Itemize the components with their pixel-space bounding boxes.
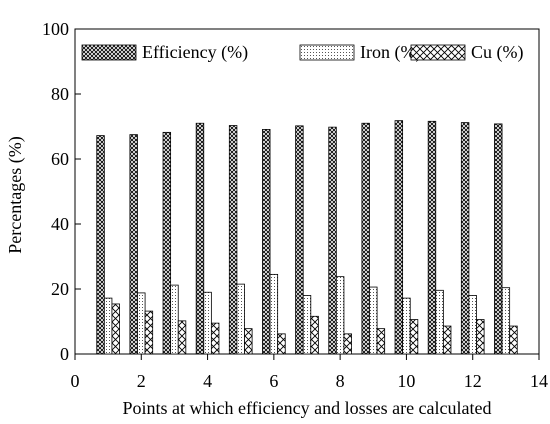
bar-iron-3 bbox=[170, 284, 179, 355]
bar-iron-12 bbox=[468, 295, 477, 355]
x-tick-label: 4 bbox=[203, 371, 212, 391]
y-tick-label: 60 bbox=[51, 149, 69, 169]
bar-cu-11 bbox=[442, 325, 452, 355]
bar-efficiency-3 bbox=[162, 131, 172, 355]
bar-cu-1 bbox=[111, 303, 120, 355]
bar-iron-8 bbox=[335, 276, 345, 355]
bar-efficiency-7 bbox=[295, 125, 304, 355]
bar-iron-1 bbox=[103, 297, 113, 355]
bar-efficiency-11 bbox=[427, 120, 437, 355]
legend-label-efficiency: Efficiency (%) bbox=[142, 42, 248, 63]
legend: Efficiency (%) Iron (%) Cu (%) bbox=[81, 42, 524, 63]
x-axis-title: Points at which efficiency and losses ar… bbox=[122, 398, 491, 418]
x-tick-label: 12 bbox=[464, 371, 482, 391]
bar-iron-11 bbox=[435, 289, 444, 355]
bar-cu-7 bbox=[310, 315, 319, 355]
bar-cu-8 bbox=[343, 333, 352, 355]
y-tick-label: 100 bbox=[42, 19, 69, 39]
bar-iron-5 bbox=[236, 283, 245, 355]
y-axis: 0 20 40 60 80 100 bbox=[42, 19, 81, 364]
bars-group bbox=[96, 120, 518, 355]
bar-iron-4 bbox=[203, 291, 212, 355]
bar-cu-5 bbox=[244, 328, 253, 355]
x-axis: 0 2 4 6 8 10 12 14 bbox=[71, 354, 548, 391]
y-tick-label: 20 bbox=[51, 279, 69, 299]
bar-efficiency-10 bbox=[394, 120, 404, 355]
x-tick-label: 2 bbox=[137, 371, 146, 391]
bar-iron-2 bbox=[137, 292, 146, 355]
bar-efficiency-1 bbox=[96, 135, 105, 355]
legend-label-cu: Cu (%) bbox=[471, 42, 524, 63]
bar-cu-9 bbox=[376, 328, 386, 355]
bar-iron-10 bbox=[402, 297, 411, 355]
y-tick-label: 80 bbox=[51, 84, 69, 104]
bar-efficiency-6 bbox=[262, 129, 271, 355]
bar-iron-7 bbox=[302, 295, 312, 355]
bar-efficiency-5 bbox=[228, 125, 238, 355]
bar-iron-6 bbox=[269, 273, 279, 355]
bar-efficiency-12 bbox=[460, 122, 470, 355]
bar-cu-2 bbox=[144, 310, 154, 355]
bar-efficiency-8 bbox=[328, 126, 337, 355]
y-axis-title: Percentages (%) bbox=[5, 136, 26, 253]
y-tick-label: 0 bbox=[60, 344, 69, 364]
bar-iron-13 bbox=[501, 287, 511, 355]
bar-cu-12 bbox=[476, 319, 485, 355]
legend-swatch-efficiency bbox=[81, 44, 137, 61]
x-tick-label: 8 bbox=[336, 371, 345, 391]
bar-cu-13 bbox=[509, 325, 518, 355]
bar-cu-6 bbox=[277, 333, 286, 355]
bar-cu-4 bbox=[210, 322, 220, 355]
bar-efficiency-13 bbox=[494, 123, 503, 355]
legend-swatch-iron bbox=[299, 44, 355, 61]
bar-cu-3 bbox=[177, 320, 187, 355]
x-tick-label: 10 bbox=[397, 371, 415, 391]
bar-cu-10 bbox=[409, 319, 419, 355]
y-tick-label: 40 bbox=[51, 214, 69, 234]
x-tick-label: 0 bbox=[71, 371, 80, 391]
x-tick-label: 14 bbox=[530, 371, 548, 391]
bar-efficiency-9 bbox=[361, 122, 370, 355]
legend-label-iron: Iron (%) bbox=[360, 42, 421, 63]
bar-iron-9 bbox=[369, 286, 378, 355]
x-tick-label: 6 bbox=[269, 371, 278, 391]
legend-swatch-cu bbox=[410, 44, 466, 61]
bar-efficiency-2 bbox=[129, 134, 138, 355]
bar-efficiency-4 bbox=[195, 122, 205, 355]
